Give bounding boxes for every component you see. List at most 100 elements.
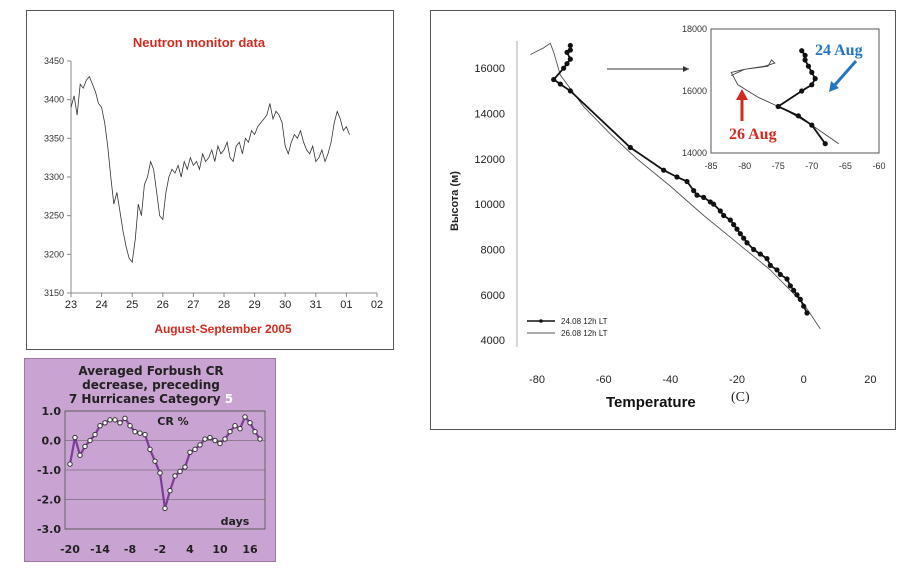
series-24-08-point [561,65,567,71]
series-24-08-point [661,167,667,173]
series-24-08-point [567,88,573,94]
x-tick-label: 20 [864,374,876,386]
series-24-08-point [804,310,810,316]
data-point [187,449,193,456]
series-24-08-point [801,303,807,309]
x-tick-label: 16 [242,543,258,556]
annotation-24-aug: 24 Aug [815,42,863,59]
data-point [257,436,263,442]
chart-title-line: 7 Hurricanes Category 5 [69,392,233,406]
x-tick-label: 29 [248,299,260,311]
series-24-08-point [787,283,793,289]
neutron-chart-svg: 3150 3200 3250 3300 3350 3400 3450 23 24 25 26 27 28… [44,35,383,336]
data-point [237,426,243,432]
data-point [132,428,138,435]
inset-series-24-aug-point [809,82,815,88]
forbush-decrease-chart: Averaged Forbush CR decrease, preceding 7 … [24,358,276,562]
x-tick-label: 23 [65,299,77,311]
series-24-08-point [784,276,790,282]
series-24-08-point [734,226,740,232]
x-tick-label: 27 [187,299,199,311]
data-point [147,446,153,453]
series-24-08-point [701,194,707,200]
series-24-08-point [797,296,803,302]
x-tick-label: -2 [154,543,166,556]
data-point [77,452,83,458]
annotation-24-aug-arrow [831,60,858,88]
y-axis-title: CR % [157,415,188,428]
series-26-08-line [530,42,821,330]
data-point [157,470,163,476]
x-tick-label: 30 [279,299,291,311]
series-24-08-point [777,271,783,278]
series-24-08-point [767,262,773,268]
legend-marker-24-08 [539,319,543,323]
neutron-series-line [70,75,350,264]
x-tick-label: 25 [126,299,138,311]
x-axis-title: days [221,515,250,528]
inset-y-tick-label: 14000 [682,148,707,158]
inset-x-tick-label: -70 [805,161,818,171]
y-tick-label: 16000 [474,63,505,75]
chart-title-line: decrease, preceding [82,378,220,392]
data-point [172,473,178,479]
data-point [67,461,73,467]
annotation-26-aug-arrowhead [736,89,748,100]
data-point [247,420,253,426]
y-tick-label: -2.0 [37,494,61,507]
inset-pointer-arrowhead [683,66,689,72]
data-point [127,423,133,429]
series-24-08-point [564,61,570,67]
data-point [87,437,93,444]
legend-label-26-08: 26.08 12h LT [561,329,608,338]
inset-x-tick-label: -60 [872,161,885,171]
data-point [212,437,218,444]
y-tick-label: 3400 [44,95,64,105]
data-point [162,505,168,512]
series-24-08-point [627,144,633,151]
data-point [92,431,98,438]
chart-title-line: Averaged Forbush CR [78,364,223,378]
data-point [142,431,148,438]
series-24-08-point [567,56,573,62]
x-tick-label: 02 [371,299,383,311]
x-axis-title-suffix: (C) [731,390,750,405]
inset-series-24-aug-point [822,141,828,147]
y-tick-label: -3.0 [37,523,61,536]
inset-x-tick-label: -80 [738,161,751,171]
inset-frame [710,28,880,154]
inset-series-24-aug-point [805,63,812,69]
inset-series-24-aug-point [812,76,818,82]
temperature-profile-chart: 4000 6000 8000 10000 12000 14000 16000 -80 -60 -4… [430,10,896,430]
data-point [117,420,123,426]
y-tick-label: 3150 [44,288,64,298]
data-point [192,446,198,453]
legend-label-24-08: 24.08 12h LT [561,317,608,326]
inset-x-tick-label: -85 [704,161,717,171]
data-point [152,458,158,464]
series-24-08-point [744,240,750,246]
series-24-08-point [674,174,680,180]
x-tick-label: -14 [90,543,110,556]
x-tick-label: -80 [529,374,545,386]
data-point [242,414,248,420]
series-24-08-point [691,188,697,194]
data-point [207,434,213,441]
data-point [82,443,88,450]
series-24-08-point [791,287,797,293]
series-24-08-point [564,49,570,55]
series-24-08-point [721,212,727,219]
x-tick-label: 01 [340,299,352,311]
y-tick-label: 6000 [481,290,505,302]
x-axis-title: August-September 2005 [154,322,292,336]
y-tick-label: 10000 [474,199,505,211]
inset-y-tick-label: 18000 [682,24,707,34]
y-tick-label: 12000 [474,154,505,166]
neutron-monitor-chart: 3150 3200 3250 3300 3350 3400 3450 23 24 25 26 27 28… [26,10,394,350]
series-24-08-point [684,178,690,185]
series-24-08-point [751,246,757,253]
series-24-08-point [727,217,733,223]
y-tick-label: 3350 [44,133,64,143]
inset-series-24-aug-point [809,69,815,75]
